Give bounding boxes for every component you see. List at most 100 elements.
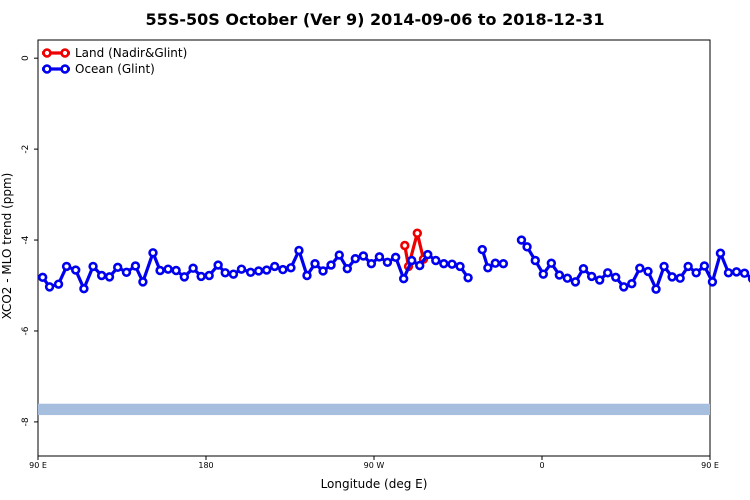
data-point: [253, 266, 264, 276]
data-point: [374, 252, 385, 262]
data-point: [667, 272, 677, 282]
data-point: [342, 263, 353, 274]
data-point: [619, 282, 629, 292]
data-point: [204, 270, 214, 281]
data-point: [455, 261, 465, 272]
data-point: [88, 261, 98, 272]
data-point: [439, 258, 449, 269]
data-point: [398, 273, 409, 284]
data-point: [691, 268, 701, 278]
data-point: [171, 265, 181, 276]
data-point: [516, 235, 527, 245]
data-point: [578, 263, 589, 274]
data-point: [196, 271, 206, 282]
data-point: [390, 252, 401, 263]
chart-title: 55S-50S October (Ver 9) 2014-09-06 to 20…: [146, 10, 605, 29]
plot-frame: [37, 39, 711, 457]
legend-label: Land (Nadir&Glint): [75, 46, 187, 60]
data-point: [538, 269, 549, 279]
data-point: [483, 263, 493, 273]
y-axis-ticks: 0 -2 -4 -6 -8: [21, 55, 38, 426]
data-point: [412, 228, 423, 238]
data-point: [358, 251, 369, 261]
series-line: [403, 231, 426, 268]
x-axis-ticks: 90 E 180 90 W 0 90 E: [29, 456, 719, 470]
x-tick-label: 90 E: [701, 461, 719, 470]
data-point: [463, 273, 473, 283]
data-point: [113, 262, 123, 273]
legend-marker: [42, 48, 52, 58]
data-point: [707, 277, 718, 287]
x-axis-label: Longitude (deg E): [321, 477, 428, 491]
data-point: [627, 278, 637, 289]
data-point: [310, 258, 320, 269]
data-point: [269, 261, 280, 272]
data-point: [44, 282, 55, 292]
data-point: [382, 257, 393, 268]
data-point: [138, 277, 148, 287]
data-point: [179, 272, 190, 282]
data-point: [522, 242, 532, 252]
band: [38, 403, 710, 416]
legend-marker: [60, 64, 70, 74]
data-point: [675, 273, 685, 283]
data-point: [334, 250, 344, 260]
data-point: [318, 266, 328, 276]
y-axis-label: XCO2 - MLO trend (ppm): [0, 173, 14, 320]
data-point: [71, 265, 81, 275]
data-point: [163, 264, 173, 274]
data-point: [739, 268, 750, 278]
data-point: [586, 271, 597, 282]
legend-marker: [60, 48, 70, 58]
data-point: [643, 266, 653, 277]
data-point: [611, 272, 621, 283]
data-point: [400, 240, 410, 251]
data-point: [104, 272, 115, 282]
data-point: [498, 258, 509, 269]
data-point: [294, 245, 304, 256]
legend-label: Ocean (Glint): [75, 62, 155, 76]
x-tick-label: 90 W: [364, 461, 385, 470]
data-point: [723, 268, 734, 278]
data-point: [731, 267, 742, 277]
data-point: [213, 260, 223, 270]
data-point: [651, 284, 661, 294]
data-point: [570, 277, 581, 287]
x-tick-label: 180: [198, 461, 213, 470]
y-tick-label: -2: [21, 145, 31, 154]
y-tick-label: -6: [21, 326, 31, 335]
data-point: [594, 275, 605, 285]
data-point: [699, 261, 710, 271]
data-point: [278, 264, 288, 275]
data-point: [530, 255, 540, 266]
data-point: [490, 258, 501, 268]
data-point: [546, 258, 557, 268]
data-point: [61, 261, 72, 272]
data-point: [366, 258, 377, 269]
data-point: [286, 263, 296, 273]
data-point: [220, 268, 230, 278]
data-point: [635, 263, 645, 273]
data-point: [715, 248, 726, 258]
data-point: [155, 265, 165, 276]
legend-marker: [42, 64, 52, 74]
series-layer: [37, 228, 750, 294]
data-point: [261, 265, 272, 275]
data-point: [683, 261, 693, 272]
data-point: [659, 261, 669, 272]
data-point: [236, 264, 247, 274]
data-point: [37, 272, 48, 283]
data-point: [423, 249, 433, 260]
band-layer: [38, 403, 710, 416]
data-point: [326, 260, 336, 270]
y-tick-label: -8: [21, 417, 31, 426]
y-tick-label: -4: [21, 235, 31, 244]
data-point: [431, 255, 441, 266]
x-tick-label: 90 E: [29, 461, 47, 470]
data-point: [96, 270, 107, 281]
data-point: [603, 268, 613, 278]
y-tick-label: 0: [21, 55, 31, 61]
data-point: [562, 273, 573, 283]
data-point: [148, 248, 158, 258]
